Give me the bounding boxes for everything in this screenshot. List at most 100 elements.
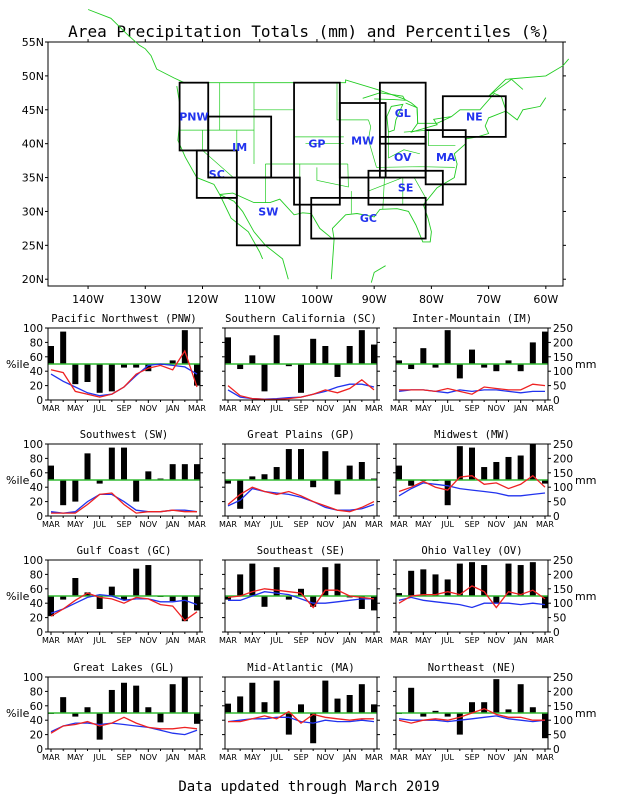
region-label: OV bbox=[394, 151, 412, 164]
month-label: SEP bbox=[294, 753, 309, 762]
percentile-bar bbox=[396, 593, 402, 596]
panel-title: Inter-Mountain (IM) bbox=[412, 313, 532, 325]
mm-tick-label: 150 bbox=[553, 352, 573, 364]
month-label: NOV bbox=[317, 753, 335, 762]
month-label: MAR bbox=[390, 520, 408, 529]
percentile-bar bbox=[261, 596, 268, 607]
percentile-axis-label: %ile bbox=[6, 358, 30, 371]
mm-tick-label: 50 bbox=[553, 381, 566, 393]
region-box bbox=[367, 169, 444, 206]
percentile-bar bbox=[84, 592, 91, 596]
month-label: NOV bbox=[317, 404, 335, 413]
pct-tick-label: 100 bbox=[23, 672, 43, 684]
percentile-bar bbox=[225, 480, 231, 484]
percentile-bar bbox=[529, 444, 536, 480]
percentile-bar bbox=[334, 364, 341, 377]
percentile-bar bbox=[145, 707, 152, 713]
region-map: PNW SC IM SW GP MW GL OV SE GC MA NE 55N 50N 45N 40N 35… bbox=[22, 9, 570, 306]
panel-ohio-valley-ov: Ohio Valley (OV)MAR MAY JUL SEP NOV JAN MAR050… bbox=[390, 545, 596, 645]
percentile-bar bbox=[298, 588, 304, 596]
month-label: MAY bbox=[67, 404, 84, 413]
percentile-bar bbox=[469, 447, 475, 480]
coast-line bbox=[179, 79, 507, 124]
mm-tick-label: 200 bbox=[553, 569, 573, 581]
percentile-bar bbox=[322, 346, 329, 364]
mm-axis-label: mm bbox=[575, 590, 596, 603]
percentile-bar bbox=[408, 364, 415, 370]
percentile-bar bbox=[346, 695, 353, 713]
lat-label: 20N bbox=[22, 273, 44, 286]
region-ne: NE bbox=[441, 95, 507, 138]
percentile-bar bbox=[261, 474, 268, 480]
percentile-bar bbox=[310, 596, 317, 607]
percentile-bar bbox=[96, 596, 103, 609]
month-label: MAR bbox=[390, 753, 408, 762]
actual-precip-line bbox=[398, 585, 546, 609]
mm-tick-label: 0 bbox=[553, 511, 560, 523]
percentile-bar bbox=[505, 456, 512, 480]
pct-tick-label: 60 bbox=[30, 701, 43, 713]
coastline bbox=[87, 9, 570, 283]
percentile-bar bbox=[249, 563, 256, 596]
percentile-bar bbox=[72, 364, 79, 385]
percentile-bar bbox=[396, 465, 402, 480]
lon-label: 130W bbox=[129, 293, 161, 306]
month-label: JAN bbox=[165, 636, 180, 645]
month-label: SEP bbox=[294, 404, 309, 413]
panel-great-lakes-gl: Great Lakes (GL)MAR MAY JUL SEP NOV JAN MAR020… bbox=[6, 662, 206, 762]
month-label: MAR bbox=[365, 404, 383, 413]
percentile-bar bbox=[237, 696, 244, 713]
percentile-bar bbox=[444, 579, 451, 596]
month-label: MAR bbox=[365, 520, 383, 529]
panel-title: Mid-Atlantic (MA) bbox=[247, 662, 354, 674]
percentile-bar bbox=[108, 364, 115, 392]
percentile-bar bbox=[273, 680, 280, 713]
month-label: MAR bbox=[390, 404, 408, 413]
border-line bbox=[388, 132, 420, 159]
month-label: NOV bbox=[488, 520, 506, 529]
panel-title: Gulf Coast (GC) bbox=[77, 545, 172, 557]
month-label: JUL bbox=[269, 404, 283, 413]
month-label: JUL bbox=[92, 520, 106, 529]
percentile-bar bbox=[145, 364, 152, 372]
percentile-bar bbox=[84, 364, 91, 382]
percentile-bar bbox=[298, 449, 304, 480]
pct-tick-label: 20 bbox=[30, 613, 43, 625]
actual-precip-line bbox=[51, 492, 197, 514]
panel-southwest-sw: Southwest (SW)MAR MAY JUL SEP NOV JAN MAR02040… bbox=[6, 429, 206, 529]
month-label: NOV bbox=[140, 520, 158, 529]
region-label: MA bbox=[436, 151, 456, 164]
actual-precip-line bbox=[227, 378, 375, 401]
percentile-bar bbox=[157, 713, 164, 723]
percentile-bar bbox=[121, 364, 127, 368]
pct-tick-label: 80 bbox=[30, 569, 43, 581]
mm-tick-label: 150 bbox=[553, 468, 573, 480]
percentile-bar bbox=[48, 596, 54, 617]
percentile-bar bbox=[334, 563, 341, 596]
percentile-bar bbox=[84, 707, 91, 713]
month-label: JUL bbox=[440, 520, 454, 529]
percentile-bar bbox=[493, 462, 500, 480]
lon-label: 140W bbox=[72, 293, 104, 306]
lat-label: 50N bbox=[22, 70, 44, 83]
region-box bbox=[310, 196, 427, 240]
month-label: JAN bbox=[342, 753, 357, 762]
percentile-bar bbox=[181, 330, 188, 364]
percentile-bar bbox=[542, 331, 548, 364]
month-label: JAN bbox=[513, 404, 528, 413]
percentile-bar bbox=[469, 562, 475, 596]
percentile-bar bbox=[334, 480, 341, 495]
region-label: GL bbox=[395, 107, 411, 120]
percentile-bar bbox=[529, 707, 536, 713]
percentile-bar bbox=[493, 679, 500, 713]
border-line bbox=[336, 82, 369, 121]
percentile-bar bbox=[225, 703, 231, 713]
lat-label: 25N bbox=[22, 239, 44, 252]
month-label: JAN bbox=[513, 636, 528, 645]
region-label: MW bbox=[351, 134, 374, 147]
actual-precip-line bbox=[228, 710, 374, 724]
mm-tick-label: 100 bbox=[553, 715, 573, 727]
percentile-bar bbox=[505, 709, 512, 713]
month-label: SEP bbox=[465, 753, 480, 762]
percentile-bar bbox=[60, 480, 67, 506]
